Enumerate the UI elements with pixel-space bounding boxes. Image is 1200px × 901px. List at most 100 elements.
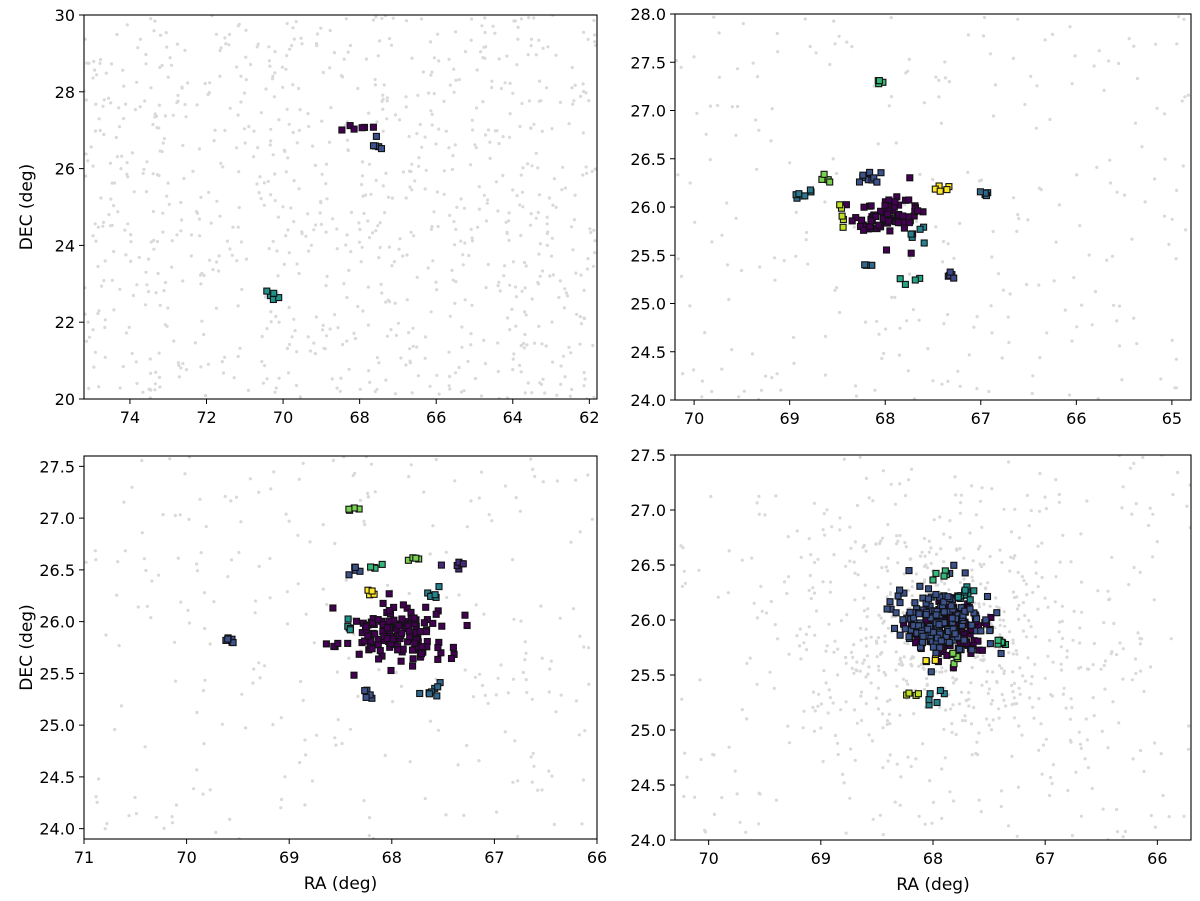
field-star-point [953,475,957,479]
field-star-point [979,810,983,814]
field-star-point [333,313,337,317]
field-star-point [252,129,256,133]
field-star-point [103,318,107,322]
field-star-point [532,122,536,126]
field-star-point [418,122,422,127]
field-star-point [197,217,201,221]
y-tick-label: 27.5 [630,446,666,465]
field-star-point [979,582,983,586]
field-star-point [1102,621,1106,625]
member-star-marker [422,603,430,611]
field-star-point [1103,687,1107,691]
field-star-point [507,135,512,139]
field-star-point [1142,769,1146,774]
plot-area [84,456,594,839]
field-star-point [558,100,563,104]
field-star-point [271,74,275,78]
axes-frame [83,455,598,840]
field-star-point [515,194,519,198]
field-star-point [867,496,871,500]
field-star-point [893,502,898,506]
field-star-point [987,723,991,727]
field-star-point [1048,638,1052,643]
field-star-point [591,343,595,348]
member-star-marker [410,614,418,622]
field-star-point [110,223,114,227]
field-star-point [203,393,208,398]
field-star-point [947,80,952,84]
field-star-point [277,118,281,122]
field-star-point [944,708,948,712]
field-star-point [324,182,328,186]
field-star-point [971,559,975,563]
field-star-point [391,700,395,704]
field-star-point [386,195,391,199]
field-star-point [321,587,325,591]
field-star-point [886,556,890,560]
field-star-point [582,288,586,292]
field-star-point [830,525,834,529]
field-star-point [173,640,177,644]
field-star-point [445,595,449,600]
member-star-marker [397,629,406,637]
field-star-point [676,173,680,177]
field-star-point [180,218,184,222]
member-star-marker [344,615,352,623]
field-star-point [570,65,574,70]
field-star-point [951,681,956,685]
field-star-point [978,499,983,503]
field-star-point [144,52,148,57]
field-star-point [525,343,529,347]
field-star-point [591,264,596,268]
field-star-point [454,227,458,231]
field-star-point [948,790,952,794]
field-star-point [1059,662,1063,666]
field-star-point [1097,49,1101,53]
field-star-point [848,525,852,529]
field-star-point [135,381,139,385]
x-tick-label: 66 [587,848,607,867]
field-star-point [248,62,253,67]
field-star-point [335,386,339,390]
field-star-point [473,143,477,147]
field-star-point [1034,571,1038,575]
field-star-point [883,640,887,644]
field-star-point [958,547,962,551]
field-star-point [285,622,290,626]
field-star-point [855,503,860,507]
field-star-point [888,753,892,757]
field-star-point [421,70,425,74]
field-star-point [179,600,183,604]
member-star-marker [914,207,922,215]
field-star-point [1092,64,1096,68]
field-star-point [681,372,685,376]
field-star-point [1017,686,1021,690]
field-star-point [885,722,889,727]
field-star-point [409,463,413,467]
member-star-marker [459,560,467,568]
field-star-point [256,146,260,150]
field-star-point [972,705,976,710]
field-star-point [373,490,377,494]
field-star-point [876,707,881,711]
field-star-point [223,36,227,40]
field-star-point [348,727,353,731]
member-star-marker [836,201,844,209]
field-star-point [590,169,594,173]
field-star-point [488,156,492,160]
field-star-point [511,91,515,95]
field-star-point [823,533,827,537]
field-star-point [338,389,342,393]
field-star-point [725,263,730,267]
field-star-point [940,816,944,821]
field-star-point [688,304,692,308]
field-star-point [364,57,368,61]
field-star-point [430,123,434,127]
field-star-point [357,240,362,244]
field-star-point [700,379,705,383]
member-star-marker [926,690,934,698]
field-star-point [253,611,257,615]
field-star-point [457,593,461,597]
field-star-point [557,295,561,300]
field-star-point [298,108,302,112]
